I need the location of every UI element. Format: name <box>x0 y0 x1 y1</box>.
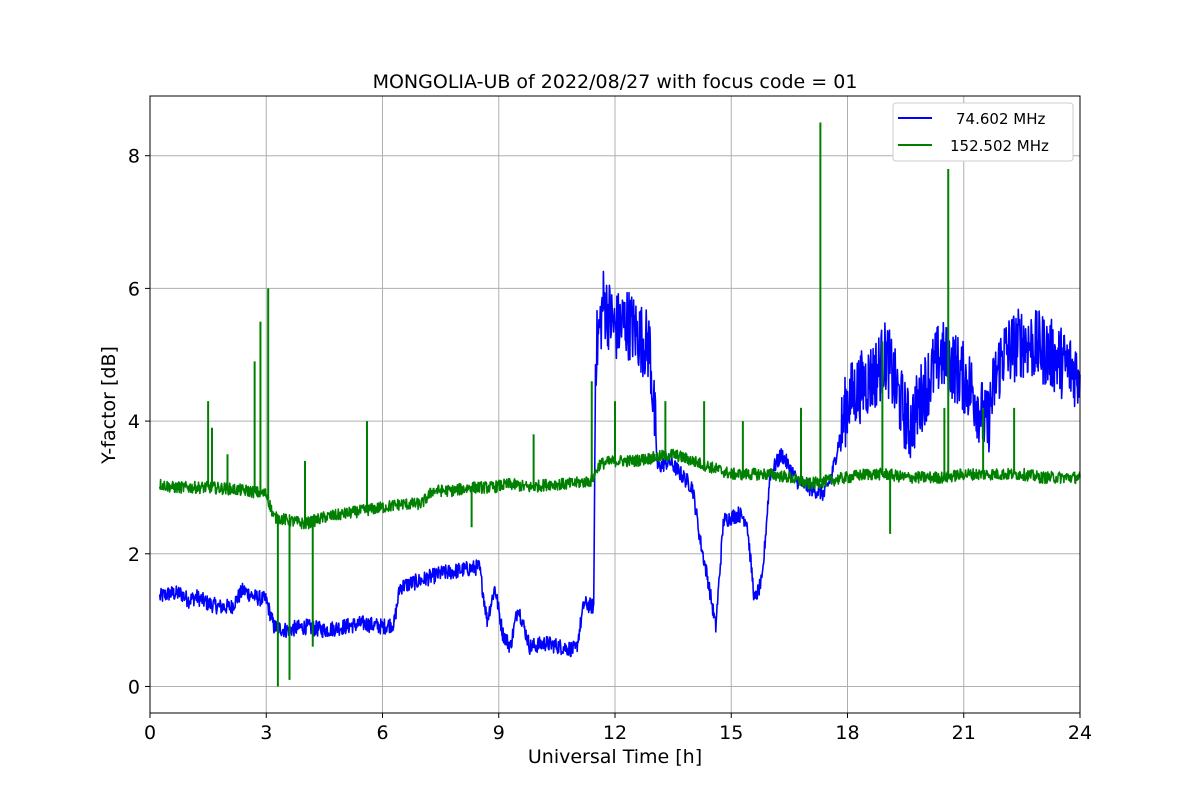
y-tick-label: 2 <box>128 544 140 566</box>
y-tick-label: 4 <box>128 411 140 433</box>
x-tick-label: 0 <box>144 722 156 744</box>
series-line-152502 <box>158 448 1081 530</box>
y-axis-title: Y-factor [dB] <box>98 346 120 465</box>
x-tick-label: 12 <box>603 722 627 744</box>
legend-label-152502: 152.502 MHz <box>950 137 1049 155</box>
plot-area <box>158 122 1081 687</box>
y-tick-label: 8 <box>128 146 140 168</box>
y-tick-label: 0 <box>128 676 140 698</box>
x-tick-label: 21 <box>952 722 976 744</box>
legend-box <box>892 102 1074 162</box>
x-tick-label: 15 <box>719 722 743 744</box>
x-axis-title: Universal Time [h] <box>528 746 702 768</box>
legend: 74.602 MHz 152.502 MHz <box>892 102 1074 162</box>
x-tick-label: 18 <box>835 722 859 744</box>
legend-label-74602: 74.602 MHz <box>956 110 1045 128</box>
y-tick-label: 6 <box>128 278 140 300</box>
x-tick-label: 3 <box>260 722 272 744</box>
x-tick-label: 24 <box>1068 722 1092 744</box>
x-tick-label: 6 <box>376 722 388 744</box>
series-line-74602 <box>158 270 1081 658</box>
x-tick-label: 9 <box>493 722 505 744</box>
chart-title: MONGOLIA-UB of 2022/08/27 with focus cod… <box>373 71 858 93</box>
